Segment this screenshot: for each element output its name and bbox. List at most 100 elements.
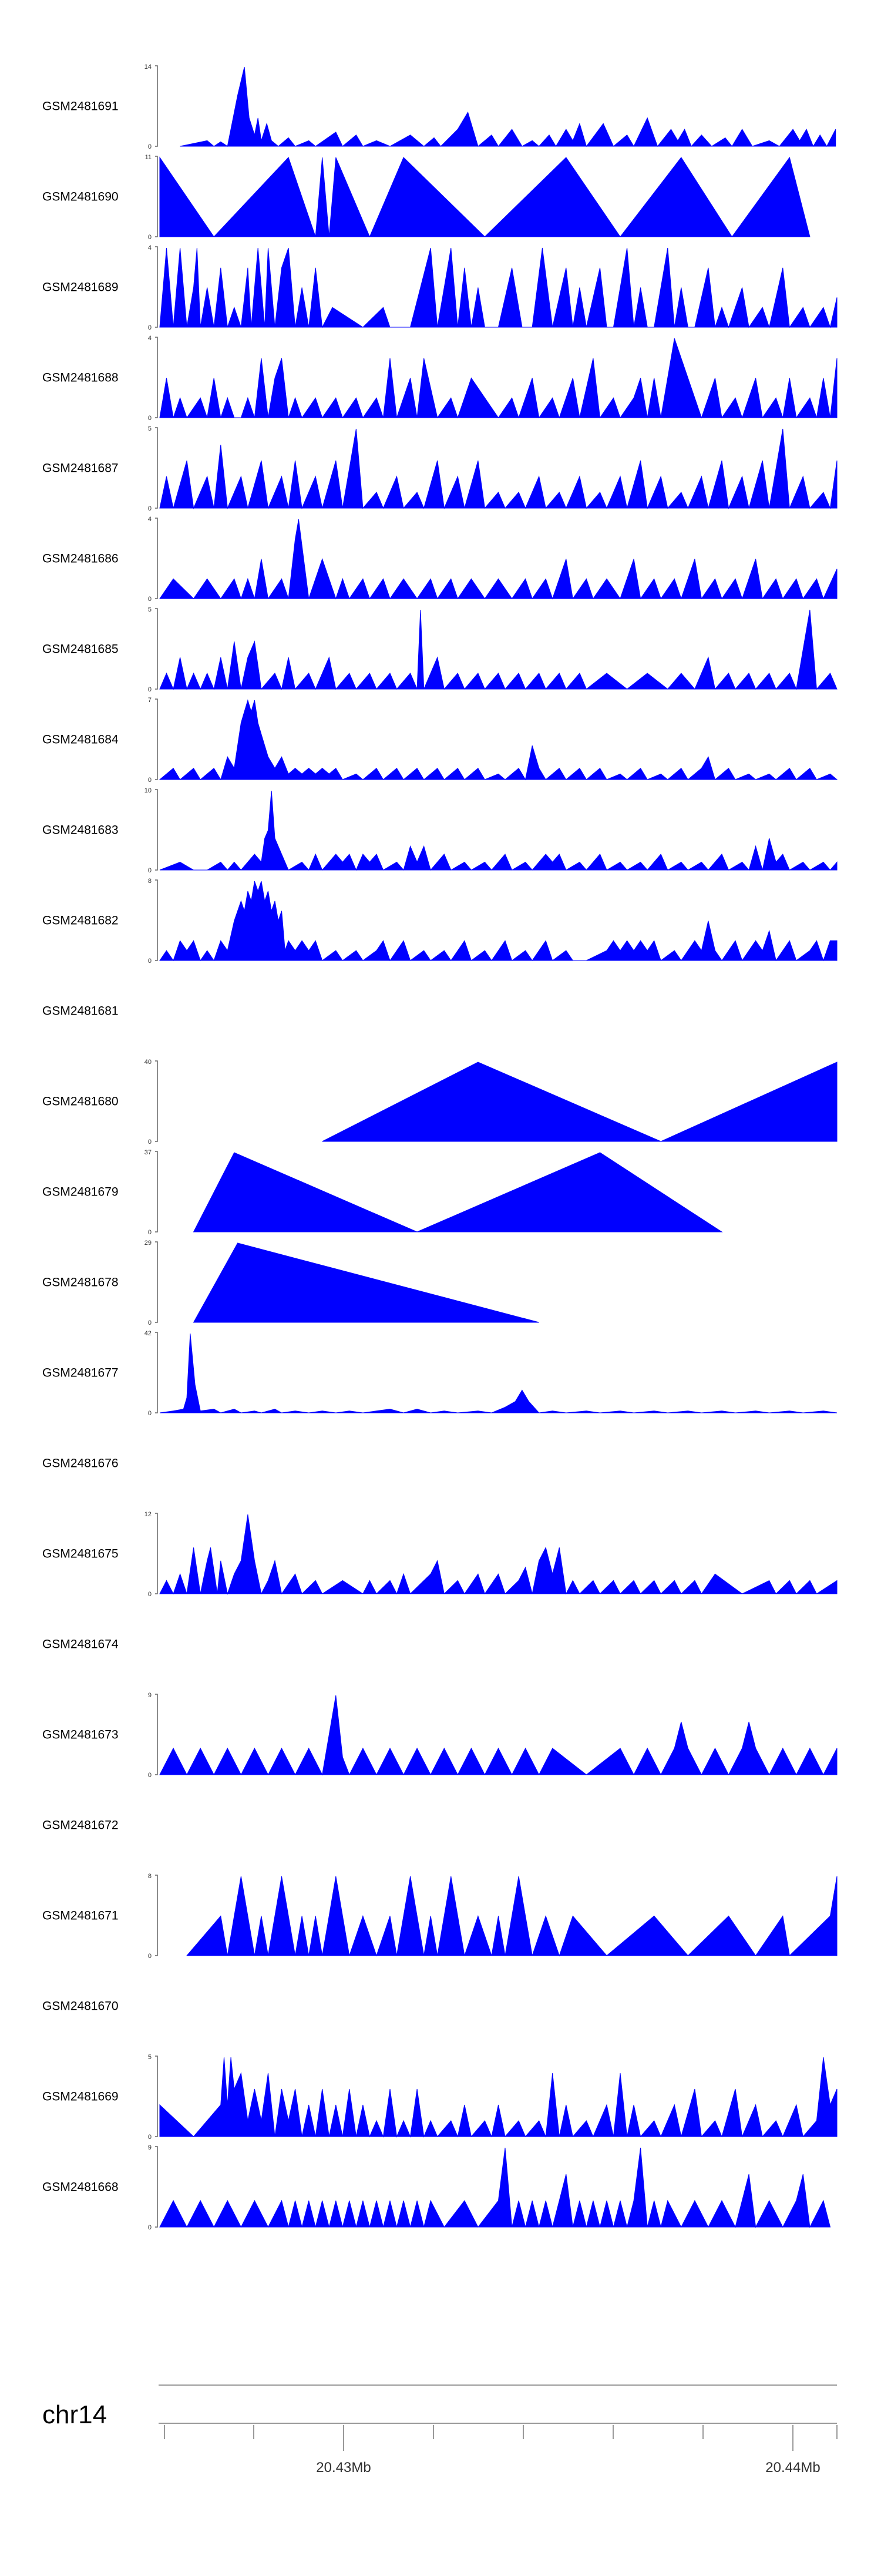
y-axis: [155, 1241, 158, 1323]
track-GSM2481690: GSM2481690 11 0: [42, 154, 811, 241]
y-min-label: 0: [148, 1953, 152, 1960]
y-max-label: 37: [144, 1149, 152, 1156]
y-axis: [155, 156, 158, 237]
track-GSM2481686: GSM2481686 4 0: [42, 516, 838, 603]
track-GSM2481679: GSM2481679 37 0: [42, 1149, 723, 1236]
y-axis: [155, 1060, 158, 1142]
x-tick-label-1: 20.44Mb: [765, 2460, 820, 2476]
track-GSM2481668: GSM2481668 9 0: [42, 2144, 831, 2231]
y-max-label: 11: [145, 154, 152, 161]
y-min-label: 0: [148, 505, 152, 512]
coverage-area: [159, 609, 838, 690]
y-min-label: 0: [148, 324, 152, 331]
y-axis: [155, 879, 158, 961]
coverage-area: [159, 156, 811, 238]
tracks-layer: GSM2481691140GSM2481690110GSM248168940GS…: [42, 63, 838, 2231]
y-min-label: 0: [148, 777, 152, 784]
y-max-label: 5: [148, 606, 152, 613]
coverage-area: [159, 428, 838, 509]
y-axis: [155, 246, 158, 328]
track-GSM2481684: GSM2481684 7 0: [42, 697, 838, 784]
y-min-label: 0: [148, 1138, 152, 1146]
y-min-label: 0: [148, 234, 152, 241]
track-label: GSM2481683: [42, 824, 119, 837]
track-label: GSM2481668: [42, 2181, 119, 2194]
y-max-label: 5: [148, 2054, 152, 2061]
track-label: GSM2481676: [42, 1457, 119, 1470]
track-GSM2481689: GSM2481689 4 0: [42, 244, 838, 331]
track-GSM2481685: GSM2481685 5 0: [42, 606, 838, 693]
track-GSM2481669: GSM2481669 5 0: [42, 2054, 838, 2141]
y-axis: [155, 337, 158, 418]
y-axis: [155, 789, 158, 871]
y-max-label: 9: [148, 1692, 152, 1699]
y-max-label: 4: [148, 335, 152, 342]
genome-axis: chr14 20.43Mb 20.44Mb: [42, 2384, 838, 2476]
coverage-area: [159, 1514, 838, 1595]
y-min-label: 0: [148, 415, 152, 422]
y-axis: [155, 1332, 158, 1413]
y-max-label: 40: [144, 1059, 152, 1066]
y-min-label: 0: [148, 1410, 152, 1417]
y-max-label: 5: [148, 425, 152, 432]
chromosome-label: chr14: [42, 2400, 107, 2429]
track-label: GSM2481687: [42, 462, 119, 475]
y-min-label: 0: [148, 143, 152, 150]
coverage-area: [159, 2057, 838, 2138]
y-min-label: 0: [148, 1772, 152, 1779]
track-label: GSM2481679: [42, 1185, 119, 1199]
track-GSM2481677: GSM2481677 42 0: [42, 1330, 838, 1417]
track-GSM2481683: GSM2481683 10 0: [42, 787, 838, 874]
track-GSM2481680: GSM2481680 40 0: [42, 1059, 838, 1146]
coverage-area: [159, 699, 838, 781]
y-max-label: 4: [148, 244, 152, 251]
y-max-label: 7: [148, 697, 152, 704]
coverage-area: [186, 1876, 838, 1957]
track-GSM2481688: GSM2481688 4 0: [42, 335, 838, 422]
track-GSM2481681: GSM2481681: [42, 1005, 119, 1018]
track-label: GSM2481669: [42, 2090, 119, 2104]
y-min-label: 0: [148, 2134, 152, 2141]
y-axis: [155, 1875, 158, 1956]
y-min-label: 0: [148, 1591, 152, 1598]
y-axis: [155, 608, 158, 690]
track-label: GSM2481680: [42, 1095, 119, 1109]
y-axis: [155, 2146, 158, 2228]
track-GSM2481673: GSM2481673 9 0: [42, 1692, 838, 1779]
coverage-area: [159, 1695, 838, 1776]
track-GSM2481671: GSM2481671 8 0: [42, 1873, 838, 1960]
track-GSM2481691: GSM2481691 14 0: [42, 63, 836, 150]
track-GSM2481674: GSM2481674: [42, 1638, 119, 1651]
y-max-label: 12: [144, 1511, 152, 1518]
track-label: GSM2481670: [42, 2000, 119, 2013]
track-label: GSM2481677: [42, 1366, 119, 1380]
coverage-area: [159, 790, 838, 871]
y-min-label: 0: [148, 958, 152, 965]
track-label: GSM2481678: [42, 1276, 119, 1289]
tick-layer: [164, 2425, 838, 2451]
x-tick-label-0: 20.43Mb: [316, 2460, 371, 2476]
y-min-label: 0: [148, 2224, 152, 2231]
y-max-label: 29: [144, 1240, 152, 1247]
y-axis: [155, 1151, 158, 1232]
coverage-area: [159, 519, 838, 600]
track-label: GSM2481673: [42, 1728, 119, 1742]
y-axis: [155, 1694, 158, 1775]
coverage-area: [159, 1333, 838, 1413]
track-GSM2481687: GSM2481687 5 0: [42, 425, 838, 512]
y-max-label: 4: [148, 516, 152, 523]
coverage-area: [322, 1062, 838, 1142]
y-max-label: 10: [144, 787, 152, 794]
coverage-area: [193, 1152, 723, 1232]
y-axis: [155, 1513, 158, 1594]
track-label: GSM2481686: [42, 552, 119, 566]
coverage-area: [159, 881, 838, 962]
y-min-label: 0: [148, 596, 152, 603]
y-max-label: 9: [148, 2144, 152, 2151]
y-axis: [155, 427, 158, 509]
coverage-area: [193, 1242, 539, 1323]
track-label: GSM2481672: [42, 1819, 119, 1832]
track-label: GSM2481691: [42, 100, 119, 113]
